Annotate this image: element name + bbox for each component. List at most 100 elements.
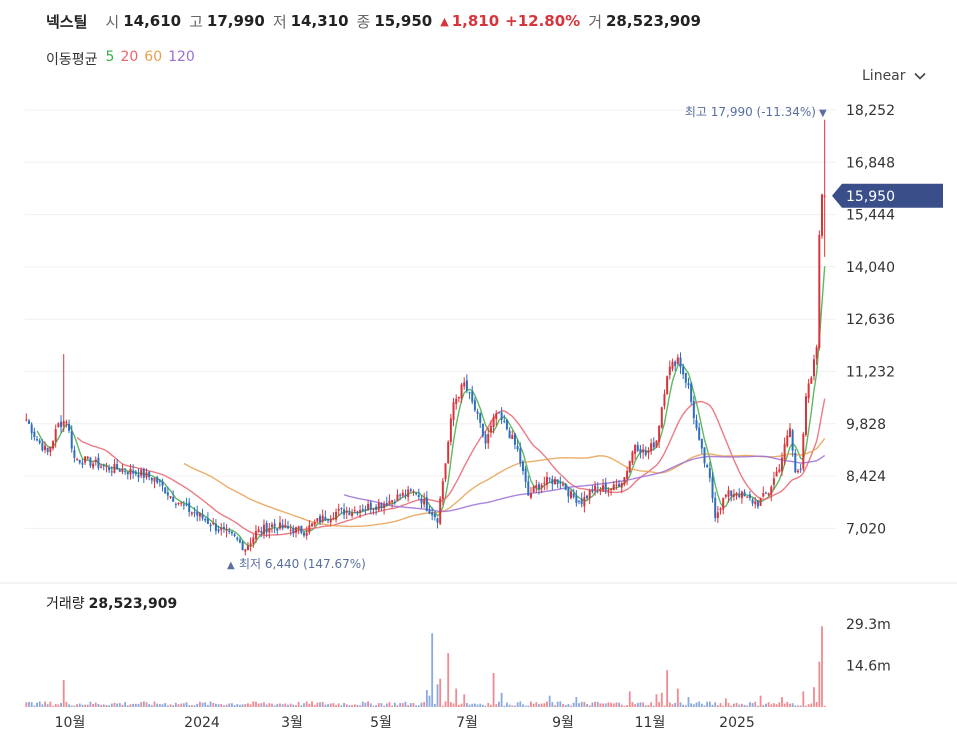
close-label: 종 xyxy=(356,12,371,31)
volume-bar xyxy=(623,705,626,707)
volume-bar xyxy=(570,705,572,707)
ma-120-line xyxy=(343,454,826,513)
volume-bar xyxy=(500,692,503,707)
candle-body xyxy=(436,518,439,523)
ma-60: 60 xyxy=(144,49,163,65)
volume-bar xyxy=(57,704,60,707)
candle-body xyxy=(278,522,281,529)
volume-bar xyxy=(188,705,191,707)
volume-bar xyxy=(142,701,145,707)
volume-bar xyxy=(292,704,295,707)
volume-bar xyxy=(54,703,57,707)
candle-body xyxy=(97,457,100,468)
candle-body xyxy=(588,490,591,499)
candle-body xyxy=(503,421,506,423)
volume-bar xyxy=(153,701,156,707)
volume-bar xyxy=(140,702,143,707)
volume-bar xyxy=(425,690,428,707)
volume-bar xyxy=(620,704,623,707)
volume-bar xyxy=(388,702,391,707)
candle-body xyxy=(214,523,217,531)
candle-body xyxy=(28,420,31,424)
volume-bar xyxy=(444,701,447,707)
candle-body xyxy=(586,495,589,499)
chevron-down-icon xyxy=(913,72,926,80)
volume-bar xyxy=(666,670,669,707)
candle-body xyxy=(529,493,532,498)
current-price-label: 15,950 xyxy=(846,189,895,205)
volume-bar xyxy=(759,695,762,707)
volume-bar xyxy=(821,626,823,707)
volume-bar xyxy=(204,702,207,707)
change-value: 1,810 xyxy=(451,12,500,30)
candle-body xyxy=(60,421,63,428)
candle-body xyxy=(148,471,151,478)
candle-body xyxy=(428,509,431,514)
volume-bar xyxy=(583,701,586,707)
volume-bar xyxy=(124,702,127,707)
scale-mode-label: Linear xyxy=(862,68,906,84)
candle-body xyxy=(134,471,137,475)
candle-body xyxy=(756,500,759,507)
candle-body xyxy=(553,479,556,485)
volume-bar xyxy=(348,705,351,707)
volume-bar xyxy=(799,705,802,707)
candle-body xyxy=(332,518,335,520)
candle-body xyxy=(73,450,76,458)
candle-body xyxy=(754,501,757,505)
candle-body xyxy=(820,194,823,236)
candle-body xyxy=(289,529,292,531)
candle-body xyxy=(425,497,428,511)
volume-bar xyxy=(522,704,524,707)
volume-bar xyxy=(468,704,471,707)
volume-bar xyxy=(548,695,551,707)
candle-body xyxy=(545,476,548,485)
y-tick-label: 9,828 xyxy=(846,417,886,433)
candle-body xyxy=(420,498,423,504)
candle-body xyxy=(252,537,255,544)
volume-bar xyxy=(473,703,476,707)
volume-bar xyxy=(484,705,487,707)
stock-name: 넥스틸 xyxy=(46,12,88,31)
volume-bar xyxy=(185,702,188,707)
candle-body xyxy=(823,195,826,197)
volume-title-value: 28,523,909 xyxy=(88,596,178,612)
moving-average-legend[interactable]: 이동평균 5 20 60 120 xyxy=(46,49,195,69)
x-tick-label: 11월 xyxy=(635,715,666,731)
volume-bar xyxy=(327,704,329,707)
volume-bar xyxy=(263,702,265,707)
volume-bar xyxy=(642,702,645,707)
volume-bar xyxy=(25,702,28,707)
volume-label: 거 xyxy=(588,12,602,31)
candle-body xyxy=(716,512,719,519)
volume-tick-label: 14.6m xyxy=(846,659,891,675)
volume-bar xyxy=(252,701,255,707)
candle-body xyxy=(596,487,599,489)
volume-bar xyxy=(158,704,161,707)
candle-body xyxy=(316,518,319,522)
candle-body xyxy=(796,470,799,473)
volume-bar xyxy=(46,704,49,707)
candle-body xyxy=(449,418,452,442)
candle-body xyxy=(698,427,701,440)
candle-body xyxy=(647,450,650,453)
candle-body xyxy=(361,508,364,511)
candle-body xyxy=(364,509,367,511)
volume-bar xyxy=(588,705,591,707)
candle-body xyxy=(62,421,65,426)
scale-mode-dropdown[interactable]: Linear xyxy=(862,68,926,84)
volume-bar xyxy=(433,703,436,707)
candle-body xyxy=(508,430,511,439)
volume-bar xyxy=(375,705,378,707)
candle-body xyxy=(284,524,287,528)
volume-bar xyxy=(535,702,538,707)
candle-body xyxy=(719,508,722,511)
candle-body xyxy=(262,524,265,535)
x-tick-label: 9월 xyxy=(552,715,574,731)
candle-body xyxy=(369,502,372,510)
y-tick-label: 8,424 xyxy=(846,469,886,485)
volume-bar xyxy=(33,705,36,707)
candle-body xyxy=(695,420,698,429)
volume-bar xyxy=(781,697,783,707)
